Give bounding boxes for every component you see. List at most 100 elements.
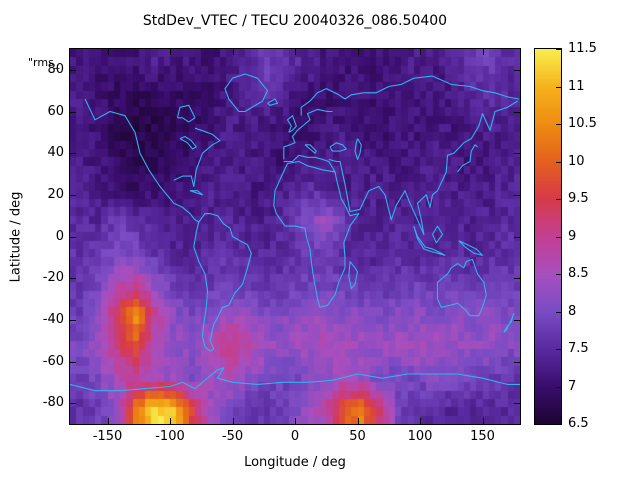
y-tick-label: 20	[47, 186, 64, 202]
tick-mark	[514, 111, 520, 113]
colorbar-tick-label: 7.5	[568, 341, 589, 356]
plot-area	[69, 48, 521, 425]
tick-mark	[232, 49, 234, 55]
colorbar-tick-label: 9	[568, 228, 577, 244]
x-tick-label: -50	[221, 429, 244, 444]
x-tick-label: -150	[92, 429, 123, 444]
tick-mark	[70, 278, 76, 280]
tick-mark	[107, 418, 109, 424]
tick-mark	[170, 49, 171, 55]
coastline-path	[503, 313, 515, 333]
coastline-path	[457, 144, 478, 173]
colorbar-tick-mark	[556, 311, 561, 313]
colorbar-tick-label: 8	[568, 303, 577, 319]
coastline-path	[300, 75, 519, 116]
x-axis-label: Longitude / deg	[244, 455, 346, 470]
y-tick-label: 40	[47, 145, 64, 161]
colorbar-tick-mark	[556, 199, 561, 200]
coastline-path	[453, 100, 518, 154]
tick-mark	[70, 361, 76, 363]
tick-mark	[357, 49, 359, 55]
tick-mark	[70, 403, 76, 405]
x-tick-label: -100	[155, 429, 185, 444]
coastline-path	[431, 225, 444, 244]
coastline-path	[286, 115, 297, 133]
tick-mark	[514, 194, 520, 196]
colorbar-tick-mark	[556, 49, 561, 50]
x-tick-label: 100	[407, 429, 433, 444]
colorbar-tick-label: 9.5	[568, 191, 589, 206]
colorbar-tick-label: 7	[568, 378, 577, 394]
colorbar-tick-mark	[556, 424, 561, 425]
corner-label: "rms_	[28, 56, 60, 69]
tick-mark	[70, 153, 76, 155]
tick-mark	[70, 69, 76, 71]
tick-mark	[514, 361, 520, 363]
coastline-path	[304, 144, 317, 154]
tick-mark	[514, 69, 520, 71]
coastline-path	[328, 152, 454, 235]
coastline-path	[176, 104, 196, 123]
colorbar-tick-label: 11	[568, 78, 585, 94]
y-tick-label: -60	[42, 353, 64, 369]
coastline-path	[283, 108, 333, 160]
coastline-path	[436, 258, 487, 317]
coastline-path	[193, 213, 252, 352]
y-tick-label: 0	[55, 228, 64, 244]
tick-mark	[420, 418, 421, 424]
coastline-path	[224, 73, 269, 113]
chart-title: StdDev_VTEC / TECU 20040326_086.50400	[142, 13, 448, 29]
tick-mark	[420, 49, 421, 55]
coastline-path	[173, 127, 221, 188]
colorbar-tick-mark	[556, 124, 561, 125]
coastline-path	[329, 142, 347, 152]
coastline-path	[458, 240, 484, 256]
colorbar-tick-label: 10	[568, 153, 585, 169]
colorbar-tick-mark	[556, 236, 561, 238]
tick-mark	[295, 49, 296, 55]
x-tick-label: 150	[470, 429, 495, 444]
y-tick-label: -40	[42, 311, 64, 327]
colorbar-tick-mark	[556, 161, 561, 163]
colorbar-tick-label: 8.5	[568, 266, 589, 281]
x-tick-label: 0	[290, 429, 300, 444]
y-tick-label: 60	[47, 103, 64, 119]
coastline-path	[70, 367, 520, 392]
tick-mark	[232, 418, 234, 424]
y-tick-label: -20	[42, 270, 64, 286]
tick-mark	[170, 418, 171, 424]
coastline-path	[273, 154, 360, 308]
tick-mark	[70, 319, 76, 321]
colorbar-tick-mark	[556, 86, 561, 88]
tick-mark	[70, 194, 76, 196]
coastline-path	[179, 135, 197, 150]
tick-mark	[357, 418, 359, 424]
coastline-path	[348, 261, 359, 290]
tick-mark	[514, 153, 520, 155]
coastline-path	[84, 98, 200, 223]
tick-mark	[482, 49, 484, 55]
coastline-path	[354, 138, 362, 160]
tick-mark	[514, 319, 520, 321]
coastline-path	[267, 98, 279, 106]
colorbar-tick-label: 10.5	[568, 116, 597, 131]
tick-mark	[514, 278, 520, 280]
colorbar-tick-mark	[556, 386, 561, 388]
y-tick-label: 80	[47, 61, 64, 77]
heatmap-canvas	[70, 49, 520, 424]
y-tick-label: -80	[42, 395, 64, 411]
tick-mark	[295, 418, 296, 424]
colorbar-tick-label: 11.5	[568, 41, 597, 56]
coastline-path	[189, 190, 204, 196]
colorbar	[534, 48, 562, 425]
tick-mark	[514, 403, 520, 405]
colorbar-tick-mark	[556, 349, 561, 350]
colorbar-tick-mark	[556, 274, 561, 275]
y-axis-label: Latitude / deg	[8, 191, 24, 283]
tick-mark	[107, 49, 109, 55]
tick-mark	[514, 236, 520, 238]
x-tick-label: 50	[349, 429, 366, 444]
colorbar-tick-label: 6.5	[568, 416, 589, 431]
coastlines-overlay	[70, 73, 520, 392]
